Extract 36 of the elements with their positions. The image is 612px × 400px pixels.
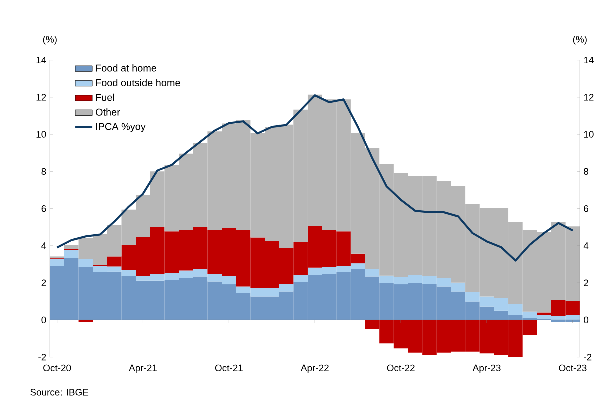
x-tick-label: Oct-22	[387, 364, 415, 372]
y-tick-label: 4	[42, 242, 46, 250]
y2-tick-label: 4	[584, 242, 589, 250]
y2-tick-label: 12	[584, 94, 594, 101]
y-tick-label: 12	[36, 94, 46, 101]
y-tick-label: 10	[36, 131, 46, 138]
x-tick-label: Apr-23	[472, 364, 501, 374]
bar	[294, 275, 308, 282]
x-tick-label: Apr-21	[129, 364, 157, 374]
legend-label: Fuel	[96, 94, 114, 102]
y2-tick-label: 6	[584, 205, 589, 212]
y-tick-label: 2	[42, 280, 46, 286]
source-note: Source: IBGE	[30, 389, 89, 396]
bar	[64, 250, 79, 258]
legend-label: IPCA %yoy	[96, 123, 146, 132]
y2-tick-label: 0	[584, 316, 589, 324]
legend-label: Food outside home	[96, 79, 180, 86]
y-tick-label: 0	[42, 316, 46, 324]
y2-axis-title: (%)	[573, 36, 587, 45]
y-tick-label: 6	[42, 205, 46, 212]
x-tick-label: Oct-20	[44, 364, 72, 372]
y2-tick-label: -2	[584, 354, 592, 361]
y-tick-label: 14	[36, 57, 46, 64]
y-axis-title: (%)	[43, 36, 57, 45]
y-tick-label: -2	[38, 354, 46, 361]
y2-tick-label: 8	[584, 168, 589, 176]
x-tick-label: Apr-22	[300, 364, 329, 374]
y2-tick-label: 10	[584, 131, 594, 138]
x-tick-label: Oct-23	[559, 364, 587, 372]
x-tick-label: Oct-21	[215, 364, 243, 372]
y2-tick-label: 14	[584, 57, 594, 64]
y-tick-label: 8	[42, 168, 46, 176]
legend-label: Other	[96, 108, 120, 116]
bar	[50, 259, 64, 266]
legend-label: Food at home	[96, 64, 157, 72]
y2-tick-label: 2	[584, 280, 588, 286]
